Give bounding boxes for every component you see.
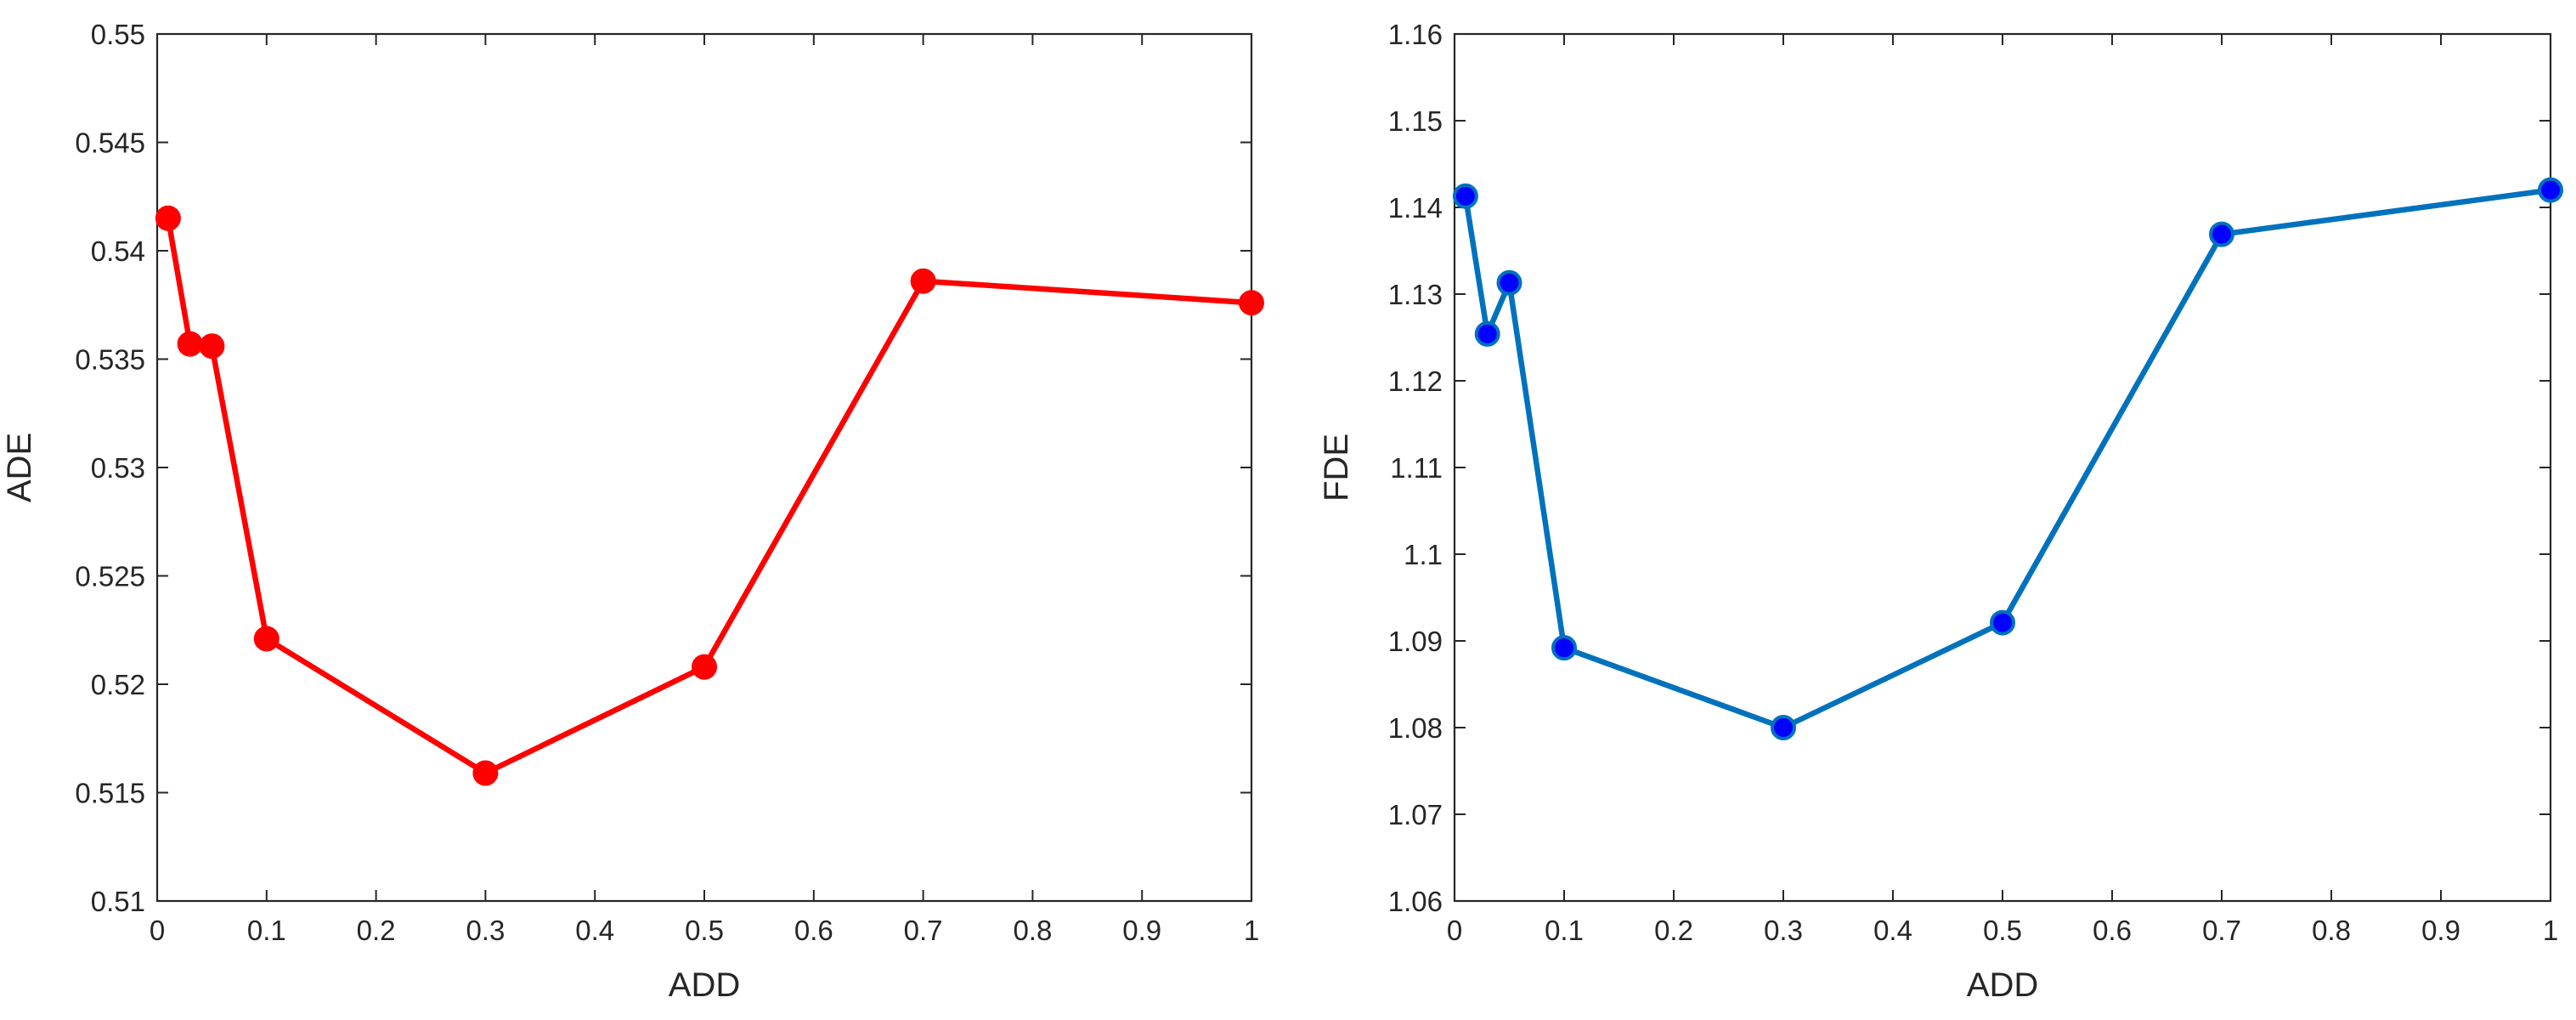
fde-y-tick-label: 1.11 <box>1390 452 1443 484</box>
fde-data-point <box>2209 221 2234 247</box>
ade-x-tick-label: 0.8 <box>1013 915 1052 946</box>
ade-y-tick-label: 0.53 <box>91 452 145 484</box>
ade-y-tick-label: 0.545 <box>75 128 145 159</box>
fde-y-tick-label: 1.07 <box>1388 799 1443 830</box>
fde-data-point <box>1452 183 1478 209</box>
fde-data-point <box>1474 320 1500 347</box>
ade-x-tick-label: 0.2 <box>357 915 396 946</box>
fde-y-tick-label: 1.13 <box>1388 279 1443 310</box>
fde-data-point <box>1771 715 1796 740</box>
fde-y-axis-label: FDE <box>1318 434 1355 502</box>
ade-x-tick-label: 1 <box>1244 915 1259 946</box>
ade-x-tick-label: 0.3 <box>466 915 505 946</box>
fde-y-tick-label: 1.14 <box>1388 192 1443 224</box>
ade-data-point <box>472 760 499 786</box>
fde-chart-panel: 0 0.1 0.2 0.3 0.4 0.5 0.6 0.7 0.8 0.9 1 1.06 1.07 1.0… <box>1318 19 2563 1004</box>
fde-y-tick-label: 1.09 <box>1388 626 1443 657</box>
ade-y-tick-label: 0.535 <box>75 344 145 376</box>
fde-data-point <box>1990 609 2015 636</box>
ade-data-point <box>199 333 225 360</box>
fde-plot-frame <box>1453 32 2552 903</box>
fde-x-tick-label: 0.3 <box>1764 915 1803 946</box>
fde-x-tick-label: 0.2 <box>1654 915 1693 946</box>
ade-y-tick-label: 0.525 <box>75 561 145 592</box>
ade-y-tick-label: 0.55 <box>91 19 145 50</box>
fde-series-line <box>1462 187 2554 731</box>
ade-data-point <box>1239 290 1264 316</box>
ade-chart-panel: 0 0.1 0.2 0.3 0.4 0.5 0.6 0.7 0.8 0.9 1 0.51 0.515 0.… <box>1 19 1264 1004</box>
fde-data-point <box>2538 177 2563 203</box>
ade-data-point <box>910 268 936 294</box>
ade-x-tick-label: 0.5 <box>685 915 724 946</box>
fde-y-tick-label: 1.16 <box>1388 19 1443 50</box>
fde-x-tick-label: 1 <box>2543 915 2558 946</box>
ade-x-tick-label: 0 <box>150 915 165 946</box>
ade-y-tick-label: 0.51 <box>91 886 145 917</box>
fde-x-tick-label: 0.4 <box>1873 915 1912 946</box>
fde-data-point <box>1551 635 1577 661</box>
ade-data-point <box>155 205 181 231</box>
fde-x-tick-label: 0 <box>1447 915 1462 946</box>
ade-y-tick-label: 0.52 <box>91 669 145 700</box>
fde-y-tick-label: 1.06 <box>1388 886 1443 917</box>
ade-x-tick-label: 0.7 <box>904 915 943 946</box>
fde-x-tick-label: 0.5 <box>1983 915 2022 946</box>
fde-x-axis-label: ADD <box>1967 966 2038 1004</box>
fde-x-tick-label: 0.7 <box>2202 915 2241 946</box>
ade-x-axis-label: ADD <box>669 966 740 1004</box>
ade-y-tick-label: 0.515 <box>75 778 145 809</box>
ade-x-tick-label: 0.9 <box>1122 915 1161 946</box>
ade-series-line <box>165 215 1255 776</box>
fde-x-tick-label: 0.6 <box>2093 915 2132 946</box>
fde-x-tick-label: 0.9 <box>2421 915 2460 946</box>
ade-x-tick-label: 0.4 <box>575 915 614 946</box>
ade-y-axis-label: ADE <box>1 433 38 502</box>
fde-y-tick-label: 1.12 <box>1388 366 1443 397</box>
fde-y-tick-label: 1.08 <box>1388 712 1443 744</box>
ade-data-point <box>253 626 280 652</box>
ade-x-tick-label: 0.1 <box>247 915 286 946</box>
fde-data-point <box>1496 269 1522 296</box>
ade-data-point <box>177 331 203 357</box>
ade-data-point <box>692 654 717 680</box>
fde-y-tick-label: 1.1 <box>1404 539 1443 570</box>
ade-plot-frame <box>155 32 1253 903</box>
ade-y-tick-label: 0.54 <box>91 235 145 267</box>
ade-x-tick-label: 0.6 <box>794 915 833 946</box>
fde-y-tick-label: 1.15 <box>1388 105 1443 137</box>
fde-x-tick-label: 0.8 <box>2312 915 2351 946</box>
fde-x-tick-label: 0.1 <box>1545 915 1584 946</box>
